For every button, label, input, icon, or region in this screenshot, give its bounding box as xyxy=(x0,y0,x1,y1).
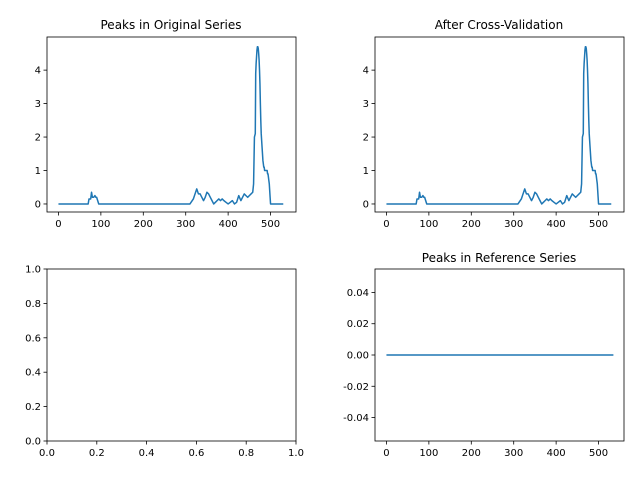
y-tick-label: 1 xyxy=(363,166,369,177)
x-tick-label: 400 xyxy=(219,219,238,230)
x-tick-label: 200 xyxy=(462,448,481,459)
y-tick-label: 0.6 xyxy=(25,333,41,344)
x-tick-label: 200 xyxy=(462,219,481,230)
x-tick-label: 1.0 xyxy=(288,448,304,459)
panel-top-right: After Cross-Validation 0 100 200 300 400 500 0… xyxy=(363,18,625,230)
x-tick-label: 0 xyxy=(383,219,389,230)
y-tick-label: 1.0 xyxy=(25,265,41,276)
x-tick-label: 400 xyxy=(547,448,566,459)
y-tick-label: 3 xyxy=(35,99,41,110)
y-tick-label: 0 xyxy=(363,199,369,210)
x-tick-label: 300 xyxy=(504,448,523,459)
x-tick-label: 200 xyxy=(134,219,153,230)
x-tick-label: 0.0 xyxy=(39,448,55,459)
y-tick-label: 2 xyxy=(363,133,369,144)
series-line xyxy=(386,45,612,205)
y-tick-label: 0.4 xyxy=(25,368,41,379)
x-tick-label: 100 xyxy=(91,219,110,230)
y-tick-label: 4 xyxy=(35,66,41,77)
panel-bottom-left: 0.0 0.2 0.4 0.6 0.8 1.0 0.0 0.2 0.4 0.6 0.8 1.0 xyxy=(25,265,304,460)
x-tick-label: 500 xyxy=(589,219,608,230)
x-tick-label: 500 xyxy=(261,219,280,230)
x-tick-label: 300 xyxy=(176,219,195,230)
y-tick-label: 3 xyxy=(363,99,369,110)
y-tick-label: 0 xyxy=(35,199,41,210)
y-tick-label: 0.02 xyxy=(347,319,369,330)
series-line xyxy=(58,45,284,205)
panel-top-left: Peaks in Original Series 0 100 200 300 400 50… xyxy=(35,18,297,230)
y-tick-label: 1 xyxy=(35,166,41,177)
axes-frame xyxy=(46,36,297,213)
axes-frame xyxy=(374,36,625,213)
y-tick-label: -0.02 xyxy=(343,382,369,393)
panel-title: Peaks in Original Series xyxy=(101,18,242,32)
panel-bottom-right: Peaks in Reference Series 0 100 200 300 400 5… xyxy=(343,251,625,459)
y-tick-label: 2 xyxy=(35,133,41,144)
panel-title: Peaks in Reference Series xyxy=(422,251,576,265)
y-tick-label: 0.0 xyxy=(25,437,41,448)
x-tick-label: 300 xyxy=(504,219,523,230)
axes-frame xyxy=(46,268,297,442)
y-tick-label: 0.2 xyxy=(25,402,41,413)
x-tick-label: 0.4 xyxy=(139,448,155,459)
x-tick-label: 0 xyxy=(383,448,389,459)
y-tick-label: 0.8 xyxy=(25,299,41,310)
y-tick-label: 0.04 xyxy=(347,288,369,299)
x-tick-label: 0.2 xyxy=(89,448,105,459)
x-tick-label: 0.6 xyxy=(188,448,204,459)
x-tick-label: 500 xyxy=(589,448,608,459)
x-tick-label: 0 xyxy=(55,219,61,230)
x-tick-label: 400 xyxy=(547,219,566,230)
panel-title: After Cross-Validation xyxy=(435,18,563,32)
x-tick-label: 0.8 xyxy=(238,448,254,459)
y-tick-label: -0.04 xyxy=(343,413,369,424)
y-tick-label: 4 xyxy=(363,66,369,77)
x-tick-label: 100 xyxy=(419,219,438,230)
x-tick-label: 100 xyxy=(419,448,438,459)
y-tick-label: 0.00 xyxy=(347,351,369,362)
